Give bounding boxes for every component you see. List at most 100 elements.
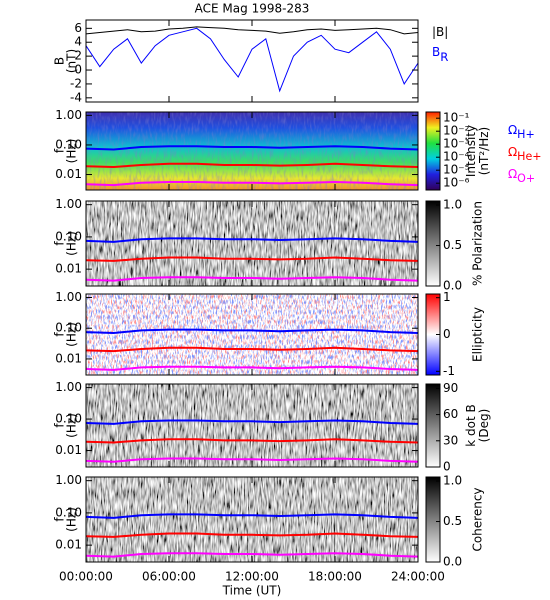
legend-entry: BR bbox=[432, 45, 448, 64]
colorbar-tick-label: -1 bbox=[443, 364, 455, 378]
colorbar-tick-label: 0 bbox=[443, 460, 451, 474]
spectrogram bbox=[86, 384, 418, 467]
x-axis-label: Time (UT) bbox=[222, 584, 282, 598]
colorbar bbox=[425, 200, 441, 287]
colorbar-tick-label: 10⁻⁶ bbox=[443, 176, 470, 190]
series-line bbox=[86, 552, 418, 558]
legend-name: Ω bbox=[508, 123, 517, 137]
y-axis-label: (nT) bbox=[65, 49, 79, 73]
y-tick-label: 0.01 bbox=[55, 443, 82, 457]
legend-name: B bbox=[432, 45, 440, 59]
y-tick-label: 1.00 bbox=[55, 380, 82, 394]
colorbar bbox=[425, 383, 441, 468]
chart-title: ACE Mag 1998-283 bbox=[195, 2, 310, 16]
panel: 1.00 0.10 0.01 f(Hz) 90 60 30 0 k dot B (Deg) bbox=[53, 380, 492, 473]
y-tick-label: 0.01 bbox=[55, 351, 82, 365]
colorbar-tick-label: 30 bbox=[443, 433, 458, 447]
colorbar-tick-label: 0 bbox=[443, 327, 451, 341]
series-line bbox=[86, 457, 418, 463]
x-tick-label: 00:00:00 bbox=[59, 570, 113, 584]
colorbar-tick-label: 1 bbox=[443, 290, 451, 304]
colorbar-label: (nT²/Hz) bbox=[477, 127, 491, 175]
legend-entry: ΩH+ bbox=[508, 123, 535, 142]
series-line bbox=[86, 256, 418, 262]
legend-subscript: H+ bbox=[517, 128, 535, 141]
panel: 1.00 0.10 0.01 f(Hz) 1 0 -1 Ellipticity bbox=[53, 290, 485, 378]
colorbar-label: (Deg) bbox=[477, 409, 491, 443]
spectrogram-texture bbox=[86, 294, 418, 375]
y-axis-label: (Hz) bbox=[65, 139, 79, 164]
colorbar-tick-label: 90 bbox=[443, 381, 458, 395]
y-tick-label: -2 bbox=[70, 76, 82, 90]
x-tick-label: 06:00:00 bbox=[142, 570, 196, 584]
y-tick-label: 0.01 bbox=[55, 167, 82, 181]
legend-entry: ΩO+ bbox=[508, 167, 535, 186]
y-tick-label: 0.10 bbox=[55, 321, 82, 335]
legend-name: Ω bbox=[508, 145, 517, 159]
colorbar-tick-label: 1.0 bbox=[443, 198, 462, 212]
y-axis-label: f bbox=[53, 148, 67, 153]
colorbar-label: % Polarization bbox=[471, 201, 485, 286]
y-tick-label: -4 bbox=[70, 90, 82, 104]
legend-subscript: R bbox=[440, 50, 448, 64]
spectrogram bbox=[86, 477, 418, 562]
spectrogram-texture bbox=[86, 112, 418, 190]
colorbar-tick-label: 0.5 bbox=[443, 514, 462, 528]
colorbar-label: Coherency bbox=[471, 487, 485, 551]
series-line bbox=[86, 276, 418, 282]
series-line bbox=[86, 145, 418, 151]
y-axis-label: f bbox=[53, 332, 67, 337]
y-axis-label: f bbox=[53, 241, 67, 246]
series-line bbox=[85, 26, 419, 35]
colorbar bbox=[425, 111, 441, 191]
y-tick-label: 0 bbox=[74, 63, 82, 77]
colorbar-tick-label: 10⁻¹ bbox=[443, 111, 470, 125]
colorbar-tick-label: 1.0 bbox=[443, 474, 462, 488]
y-tick-label: 6 bbox=[74, 21, 82, 35]
y-tick-label: 0.01 bbox=[55, 262, 82, 276]
plot-frame bbox=[85, 19, 419, 103]
series-line bbox=[86, 237, 418, 243]
y-tick-label: 0.10 bbox=[55, 137, 82, 151]
series-line bbox=[86, 328, 418, 335]
series-line bbox=[86, 346, 418, 353]
y-tick-label: 2 bbox=[74, 49, 82, 63]
y-axis-label: f bbox=[53, 423, 67, 428]
x-tick-label: 18:00:00 bbox=[308, 570, 362, 584]
y-tick-label: 4 bbox=[74, 35, 82, 49]
panel: 1.00 0.10 0.01 f(Hz) 1.0 0.5 0.0 % Polarization bbox=[53, 197, 485, 292]
y-axis-label: (Hz) bbox=[65, 322, 79, 347]
colorbar-tick-label: 10⁻³ bbox=[443, 137, 470, 151]
y-axis-label: (Hz) bbox=[65, 413, 79, 438]
y-tick-label: 1.00 bbox=[55, 108, 82, 122]
legend-name: Ω bbox=[508, 167, 517, 181]
colorbar-tick-label: 10⁻⁴ bbox=[443, 150, 470, 164]
series-line bbox=[86, 365, 418, 371]
panel: 1.000.100.01f(Hz)ΩH+ΩHe+ΩO+10⁻¹10⁻²10⁻³1… bbox=[53, 108, 542, 191]
series-line bbox=[86, 162, 418, 169]
series-line bbox=[86, 532, 418, 538]
y-tick-label: 0.10 bbox=[55, 412, 82, 426]
y-tick-label: 1.00 bbox=[55, 290, 82, 304]
y-axis-label: (Hz) bbox=[65, 231, 79, 256]
legend-subscript: He+ bbox=[517, 150, 541, 163]
y-tick-label: 0.01 bbox=[55, 538, 82, 552]
y-tick-label: 0.10 bbox=[55, 505, 82, 519]
legend-entry: ΩHe+ bbox=[508, 145, 542, 164]
colorbar-label: k dot B bbox=[464, 404, 478, 446]
series-line bbox=[86, 513, 418, 519]
colorbar-tick-label: 60 bbox=[443, 407, 458, 421]
panel: 1.00 0.10 0.01 f(Hz) 00:00:00 06:00:00 12:00:0… bbox=[53, 473, 485, 597]
colorbar-tick-label: 10⁻⁵ bbox=[443, 163, 470, 177]
legend-name: |B| bbox=[432, 25, 448, 39]
colorbar-tick-label: 0.0 bbox=[443, 555, 462, 569]
colorbar-label: Ellipticity bbox=[471, 307, 485, 362]
y-axis-label: (Hz) bbox=[65, 507, 79, 532]
legend-entry: |B| bbox=[432, 25, 448, 39]
colorbar-tick-label: 0.0 bbox=[443, 279, 462, 293]
y-tick-label: 0.10 bbox=[55, 229, 82, 243]
y-tick-label: 1.00 bbox=[55, 473, 82, 487]
colorbar-label: Intensity bbox=[464, 125, 478, 177]
